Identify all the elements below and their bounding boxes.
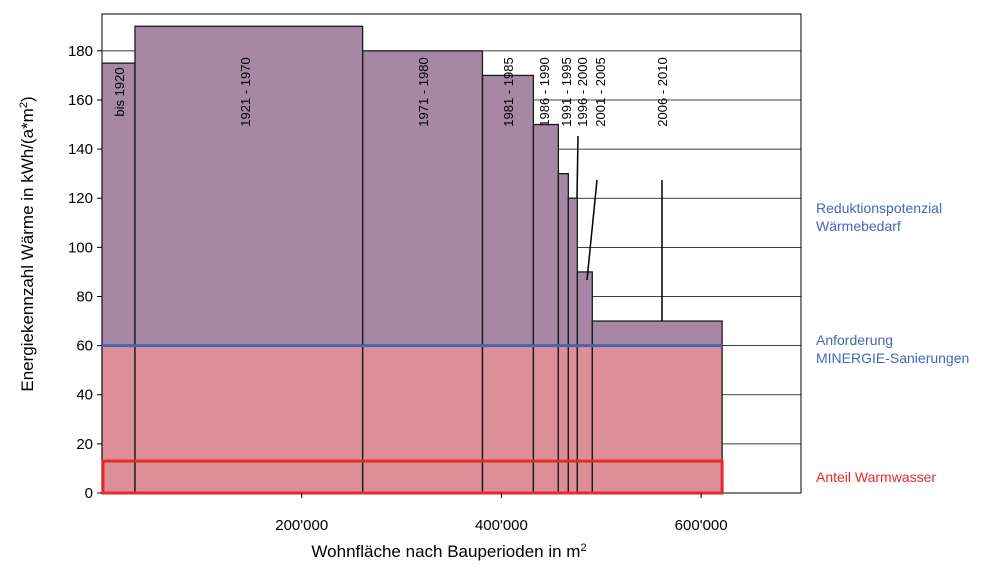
y-tick-label: 120 <box>68 190 93 207</box>
bar-upper-segment <box>102 63 135 346</box>
period-label: 1921 - 1970 <box>238 57 253 126</box>
y-tick-label: 100 <box>68 239 93 256</box>
y-axis-title-end: ) <box>18 96 37 102</box>
period-label: 2001 - 2005 <box>593 57 608 126</box>
leader-line <box>586 179 598 280</box>
period-label: 1986 - 1990 <box>537 57 552 126</box>
y-tick-label: 180 <box>68 43 93 60</box>
requirement-label: Anforderung MINERGIE-Sanierungen <box>816 332 969 366</box>
hot-water-label: Anteil Warmwasser <box>816 469 936 485</box>
x-tick-label: 600'000 <box>675 517 728 534</box>
y-tick-label: 0 <box>85 485 93 502</box>
bar-upper-segment <box>362 50 483 346</box>
label-leader-lines <box>576 135 663 322</box>
y-tick-label: 140 <box>68 141 93 158</box>
hot-water-box <box>101 459 724 495</box>
bar-lower-segment <box>482 345 534 494</box>
x-axis: 200'000 400'000 600'000 <box>275 493 728 534</box>
bar-lower-segment <box>102 345 135 493</box>
y-tick-label: 80 <box>76 288 93 305</box>
period-labels: bis 1920 1921 - 1970 1971 - 1980 1981 - 198… <box>112 57 670 126</box>
y-tick-label: 40 <box>76 387 93 404</box>
bars-lower-fill <box>102 345 723 494</box>
period-label: 1996 - 2000 <box>575 57 590 126</box>
bar-lower-segment <box>592 345 723 493</box>
period-label: 1981 - 1985 <box>501 57 516 126</box>
bar-upper-segment <box>558 173 569 346</box>
bar-lower-segment <box>134 345 363 494</box>
bar-lower-segment <box>568 345 578 493</box>
period-label: 1991 - 1995 <box>559 57 574 126</box>
bar-lower-segment <box>362 345 483 493</box>
y-axis-title: Energiekennzahl Wärme in kWh/(a*m2) <box>18 96 37 391</box>
period-label: 2006 - 2010 <box>655 57 670 126</box>
x-axis-title-superscript: 2 <box>580 542 586 554</box>
bar-lower-segment <box>577 345 593 493</box>
bar-lower-segment <box>558 345 569 493</box>
y-axis: 0 20 40 60 80 100 120 140 160 180 <box>68 43 102 502</box>
x-axis-title: Wohnfläche nach Bauperioden in m2 <box>311 542 586 561</box>
bar-upper-segment <box>533 124 559 346</box>
y-tick-label: 60 <box>76 338 93 355</box>
bar-upper-segment <box>592 321 723 346</box>
bar-upper-segment <box>482 75 534 346</box>
bar-lower-segment <box>533 345 559 494</box>
y-tick-label: 160 <box>68 92 93 109</box>
bar-upper-segment <box>134 26 363 346</box>
reduction-label: Reduktionspotenzial Wärmebedarf <box>816 200 946 234</box>
bar-upper-segment <box>577 271 593 346</box>
period-label: 1971 - 1980 <box>416 57 431 126</box>
leader-line <box>576 135 579 199</box>
y-tick-label: 20 <box>76 436 93 453</box>
bar-upper-segment <box>568 198 578 346</box>
x-tick-label: 400'000 <box>475 517 528 534</box>
bars-upper-fill <box>102 26 723 346</box>
x-tick-label: 200'000 <box>275 517 328 534</box>
period-label: bis 1920 <box>112 67 127 116</box>
y-axis-title-superscript: 2 <box>18 102 30 108</box>
